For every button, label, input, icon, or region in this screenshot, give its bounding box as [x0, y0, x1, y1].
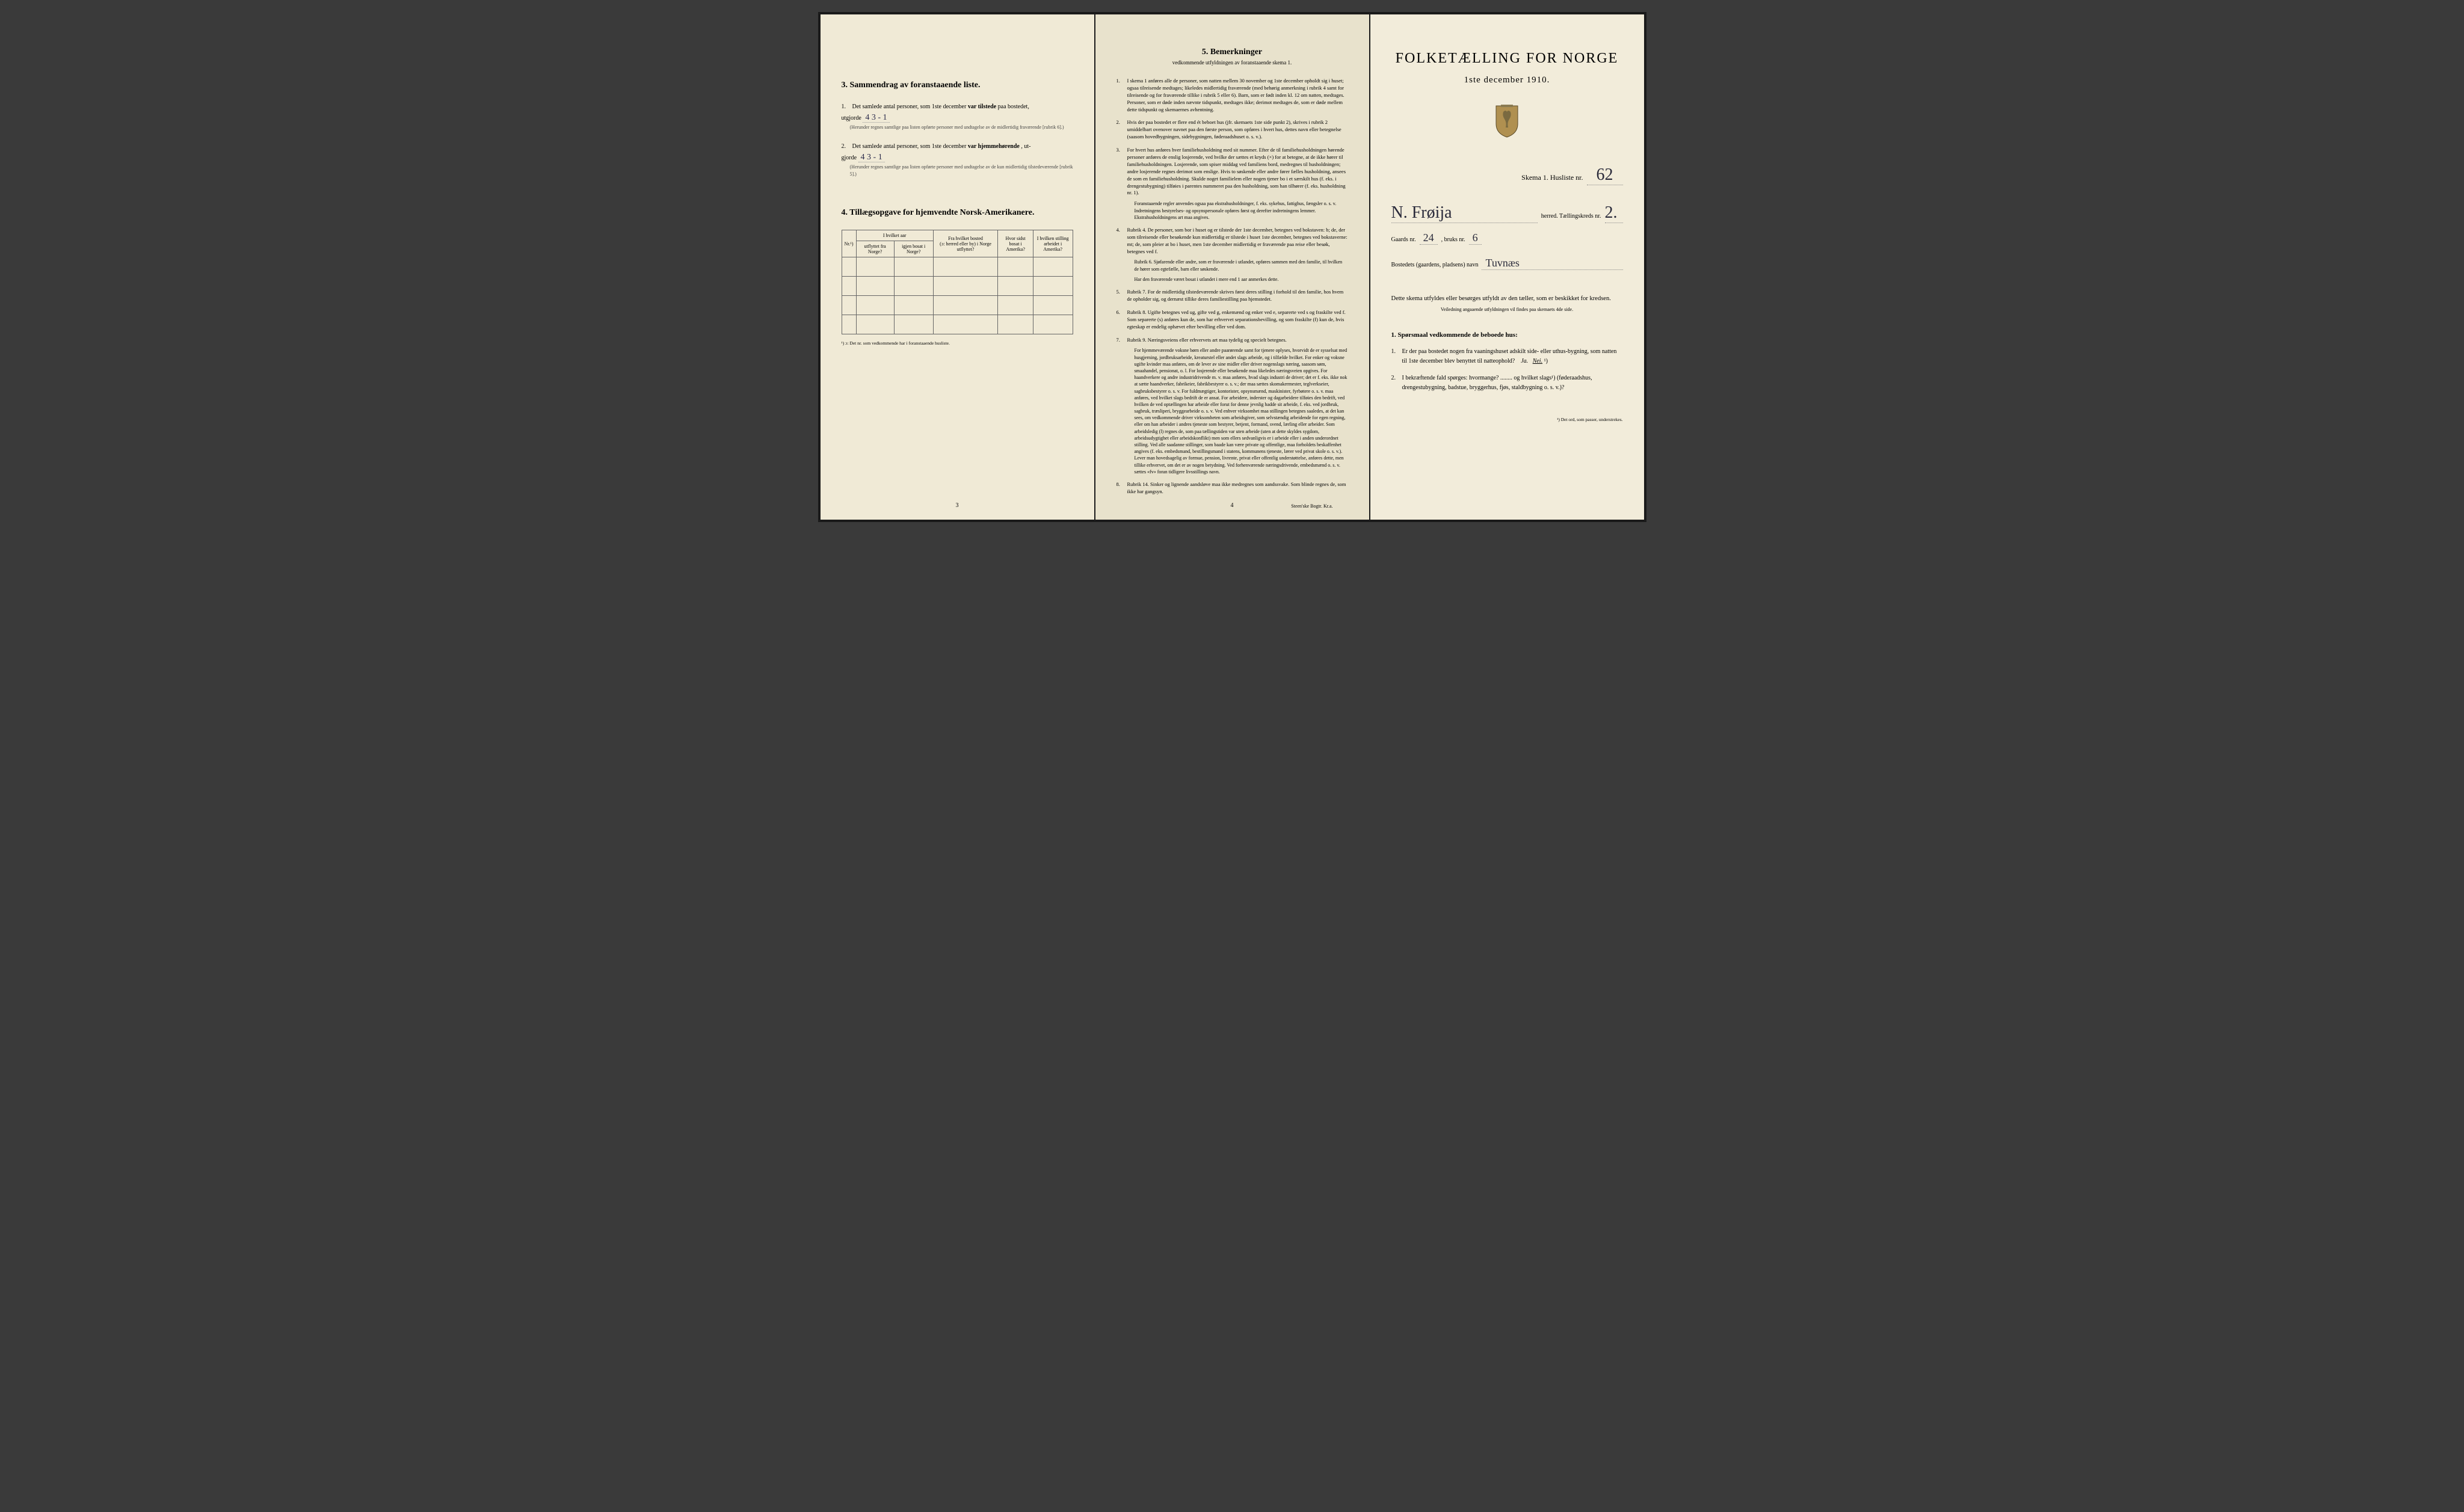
- husliste-nr: 62: [1587, 165, 1623, 185]
- page-number: 3: [956, 502, 959, 509]
- printer-mark: Steen'ske Bogtr. Kr.a.: [1291, 503, 1332, 509]
- remark-item: 3.For hvert hus anføres hver familiehush…: [1116, 147, 1348, 221]
- remark-item: 2.Hvis der paa bostedet er flere end ét …: [1116, 119, 1348, 141]
- remark-item: 4.Rubrik 4. De personer, som bor i huset…: [1116, 227, 1348, 283]
- answer-1: 4 3 - 1: [863, 113, 889, 123]
- remark-item: 1.I skema 1 anføres alle de personer, so…: [1116, 78, 1348, 113]
- gaards-nr: 24: [1420, 232, 1438, 245]
- note-1: (Herunder regnes samtlige paa listen opf…: [850, 124, 1073, 131]
- bottom-footnote: ¹) Det ord, som passer, understrekes.: [1391, 417, 1623, 422]
- section-3-header: 3. Sammendrag av foranstaaende liste.: [842, 81, 1073, 90]
- census-document: 3. Sammendrag av foranstaaende liste. 1.…: [818, 12, 1646, 522]
- answer-2: 4 3 - 1: [858, 153, 885, 162]
- herred-name: N. Frøija: [1391, 203, 1538, 223]
- kreds-nr: 2.: [1605, 203, 1623, 223]
- census-date: 1ste december 1910.: [1391, 75, 1623, 85]
- herred-line: N. Frøija herred. Tællingskreds nr. 2.: [1391, 203, 1623, 223]
- note-2: (Herunder regnes samtlige paa listen opf…: [850, 164, 1073, 178]
- remark-item: 5.Rubrik 7. For de midlertidig tilstedev…: [1116, 289, 1348, 303]
- main-title: FOLKETÆLLING FOR NORGE: [1391, 51, 1623, 67]
- question-2: 2. I bekræftende fald spørges: hvormange…: [1391, 373, 1623, 393]
- table-row: [842, 315, 1073, 334]
- section-5-subheader: vedkommende utfyldningen av foranstaaend…: [1116, 60, 1348, 66]
- answer-nei: Nei.: [1533, 358, 1542, 364]
- answer-ja: Ja.: [1521, 358, 1528, 364]
- item-1: 1. Det samlede antal personer, som 1ste …: [842, 102, 1073, 131]
- section-5-header: 5. Bemerkninger: [1116, 48, 1348, 57]
- page-number: 4: [1231, 502, 1234, 509]
- bosted-line: Bostedets (gaardens, pladsens) navn Tuvn…: [1391, 257, 1623, 270]
- skema-line: Skema 1. Husliste nr. 62: [1391, 165, 1623, 185]
- remark-item: 6.Rubrik 8. Ugifte betegnes ved ug, gift…: [1116, 309, 1348, 331]
- question-header: 1. Spørsmaal vedkommende de beboede hus:: [1391, 331, 1623, 339]
- page-1-cover: FOLKETÆLLING FOR NORGE 1ste december 191…: [1370, 14, 1644, 520]
- coat-of-arms-icon: [1391, 103, 1623, 141]
- bruks-nr: 6: [1469, 232, 1482, 245]
- remarks-list: 1.I skema 1 anføres alle de personer, so…: [1116, 78, 1348, 496]
- remark-item: 7.Rubrik 9. Næringsveiens eller erhverve…: [1116, 337, 1348, 475]
- table-row: [842, 277, 1073, 296]
- page-4: 5. Bemerkninger vedkommende utfyldningen…: [1095, 14, 1369, 520]
- remark-item: 8.Rubrik 14. Sinker og lignende aandsløv…: [1116, 481, 1348, 496]
- page-3: 3. Sammendrag av foranstaaende liste. 1.…: [821, 14, 1094, 520]
- gaards-line: Gaards nr. 24 , bruks nr. 6: [1391, 232, 1623, 245]
- footnote: ¹) ɔ: Det nr. som vedkommende har i fora…: [842, 340, 1073, 346]
- table-row: [842, 296, 1073, 315]
- question-1: 1. Er der paa bostedet nogen fra vaaning…: [1391, 347, 1623, 366]
- section-4-header: 4. Tillægsopgave for hjemvendte Norsk-Am…: [842, 208, 1073, 218]
- instruction-text: Dette skema utfyldes eller besørges utfy…: [1391, 294, 1623, 313]
- supplement-table: Nr.¹) I hvilket aar Fra hvilket bosted (…: [842, 230, 1073, 334]
- item-2: 2. Det samlede antal personer, som 1ste …: [842, 142, 1073, 178]
- table-row: [842, 257, 1073, 277]
- bosted-name: Tuvnæs: [1482, 257, 1622, 270]
